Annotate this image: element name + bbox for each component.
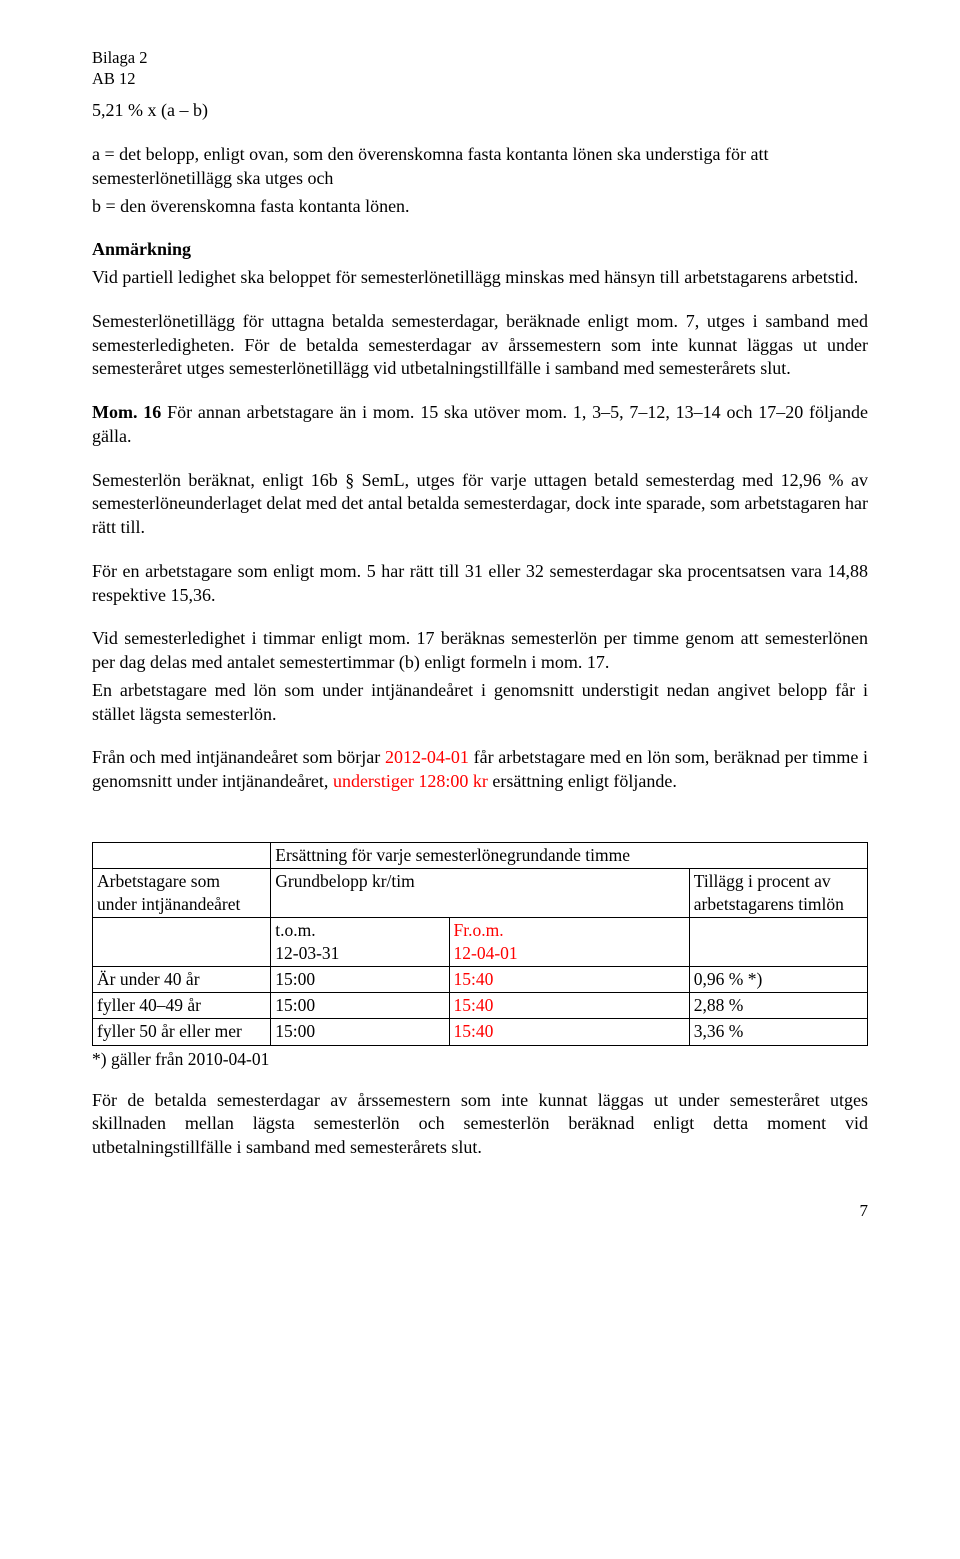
- table-col-right-l1: Tillägg i procent av: [694, 871, 831, 891]
- tom-date: 12-03-31: [275, 943, 339, 963]
- row-tom: 15:00: [271, 993, 449, 1019]
- row-pct: 2,88 %: [689, 993, 867, 1019]
- row-pct: 3,36 %: [689, 1019, 867, 1045]
- table-row: fyller 50 år eller mer 15:00 15:40 3,36 …: [93, 1019, 868, 1045]
- table-row: Är under 40 år 15:00 15:40 0,96 % *): [93, 967, 868, 993]
- table-header-span: Ersättning för varje semesterlönegrundan…: [271, 842, 868, 868]
- table-tom-header: t.o.m. 12-03-31: [271, 918, 449, 967]
- row-tom: 15:00: [271, 1019, 449, 1045]
- paragraph-5-date: 2012-04-01: [385, 747, 469, 767]
- definition-a: a = det belopp, enligt ovan, som den öve…: [92, 143, 868, 191]
- row-from: 15:40: [449, 967, 689, 993]
- table-col-left-l2: under intjänandeåret: [97, 894, 240, 914]
- paragraph-4b: En arbetstagare med lön som under intjän…: [92, 679, 868, 727]
- table-footnote: *) gäller från 2010-04-01: [92, 1048, 868, 1071]
- paragraph-5: Från och med intjänandeåret som börjar 2…: [92, 746, 868, 794]
- row-label: fyller 40–49 år: [93, 993, 271, 1019]
- from-date: 12-04-01: [454, 943, 518, 963]
- mom16-paragraph: Mom. 16 För annan arbetstagare än i mom.…: [92, 401, 868, 449]
- tom-label: t.o.m.: [275, 920, 315, 940]
- note-body: Vid partiell ledighet ska beloppet för s…: [92, 266, 868, 290]
- page-number: 7: [92, 1200, 868, 1222]
- table-col-left-l1: Arbetstagare som: [97, 871, 220, 891]
- paragraph-5-red2: understiger 128:00 kr: [333, 771, 488, 791]
- paragraph-3: För en arbetstagare som enligt mom. 5 ha…: [92, 560, 868, 608]
- paragraph-5-pre1: Från och med intjänandeåret som börjar: [92, 747, 385, 767]
- table-col-left: Arbetstagare som under intjänandeåret: [93, 868, 271, 917]
- table-from-header: Fr.o.m. 12-04-01: [449, 918, 689, 967]
- paragraph-2: Semesterlön beräknat, enligt 16b § SemL,…: [92, 469, 868, 540]
- paragraph-6: För de betalda semesterdagar av årssemes…: [92, 1089, 868, 1160]
- table-row: Ersättning för varje semesterlönegrundan…: [93, 842, 868, 868]
- paragraph-5-post: ersättning enligt följande.: [488, 771, 677, 791]
- page-header-line1: Bilaga 2: [92, 48, 868, 69]
- page-header-line2: AB 12: [92, 69, 868, 90]
- table-col-right-l2: arbetstagarens timlön: [694, 894, 844, 914]
- row-from: 15:40: [449, 1019, 689, 1045]
- mom16-rest: För annan arbetstagare än i mom. 15 ska …: [92, 402, 868, 446]
- note-heading: Anmärkning: [92, 238, 868, 262]
- compensation-table: Ersättning för varje semesterlönegrundan…: [92, 842, 868, 1046]
- definition-b: b = den överenskomna fasta kontanta löne…: [92, 195, 868, 219]
- table-col-right: Tillägg i procent av arbetstagarens timl…: [689, 868, 867, 917]
- formula: 5,21 % x (a – b): [92, 99, 868, 123]
- row-from: 15:40: [449, 993, 689, 1019]
- row-label: Är under 40 år: [93, 967, 271, 993]
- row-label: fyller 50 år eller mer: [93, 1019, 271, 1045]
- table-row: fyller 40–49 år 15:00 15:40 2,88 %: [93, 993, 868, 1019]
- from-label: Fr.o.m.: [454, 920, 504, 940]
- mom16-lead: Mom. 16: [92, 402, 161, 422]
- table-col-mid: Grundbelopp kr/tim: [271, 868, 690, 917]
- table-row: Arbetstagare som under intjänandeåret Gr…: [93, 868, 868, 917]
- paragraph-1: Semesterlönetillägg för uttagna betalda …: [92, 310, 868, 381]
- row-tom: 15:00: [271, 967, 449, 993]
- row-pct: 0,96 % *): [689, 967, 867, 993]
- paragraph-4a: Vid semesterledighet i timmar enligt mom…: [92, 627, 868, 675]
- table-row: t.o.m. 12-03-31 Fr.o.m. 12-04-01: [93, 918, 868, 967]
